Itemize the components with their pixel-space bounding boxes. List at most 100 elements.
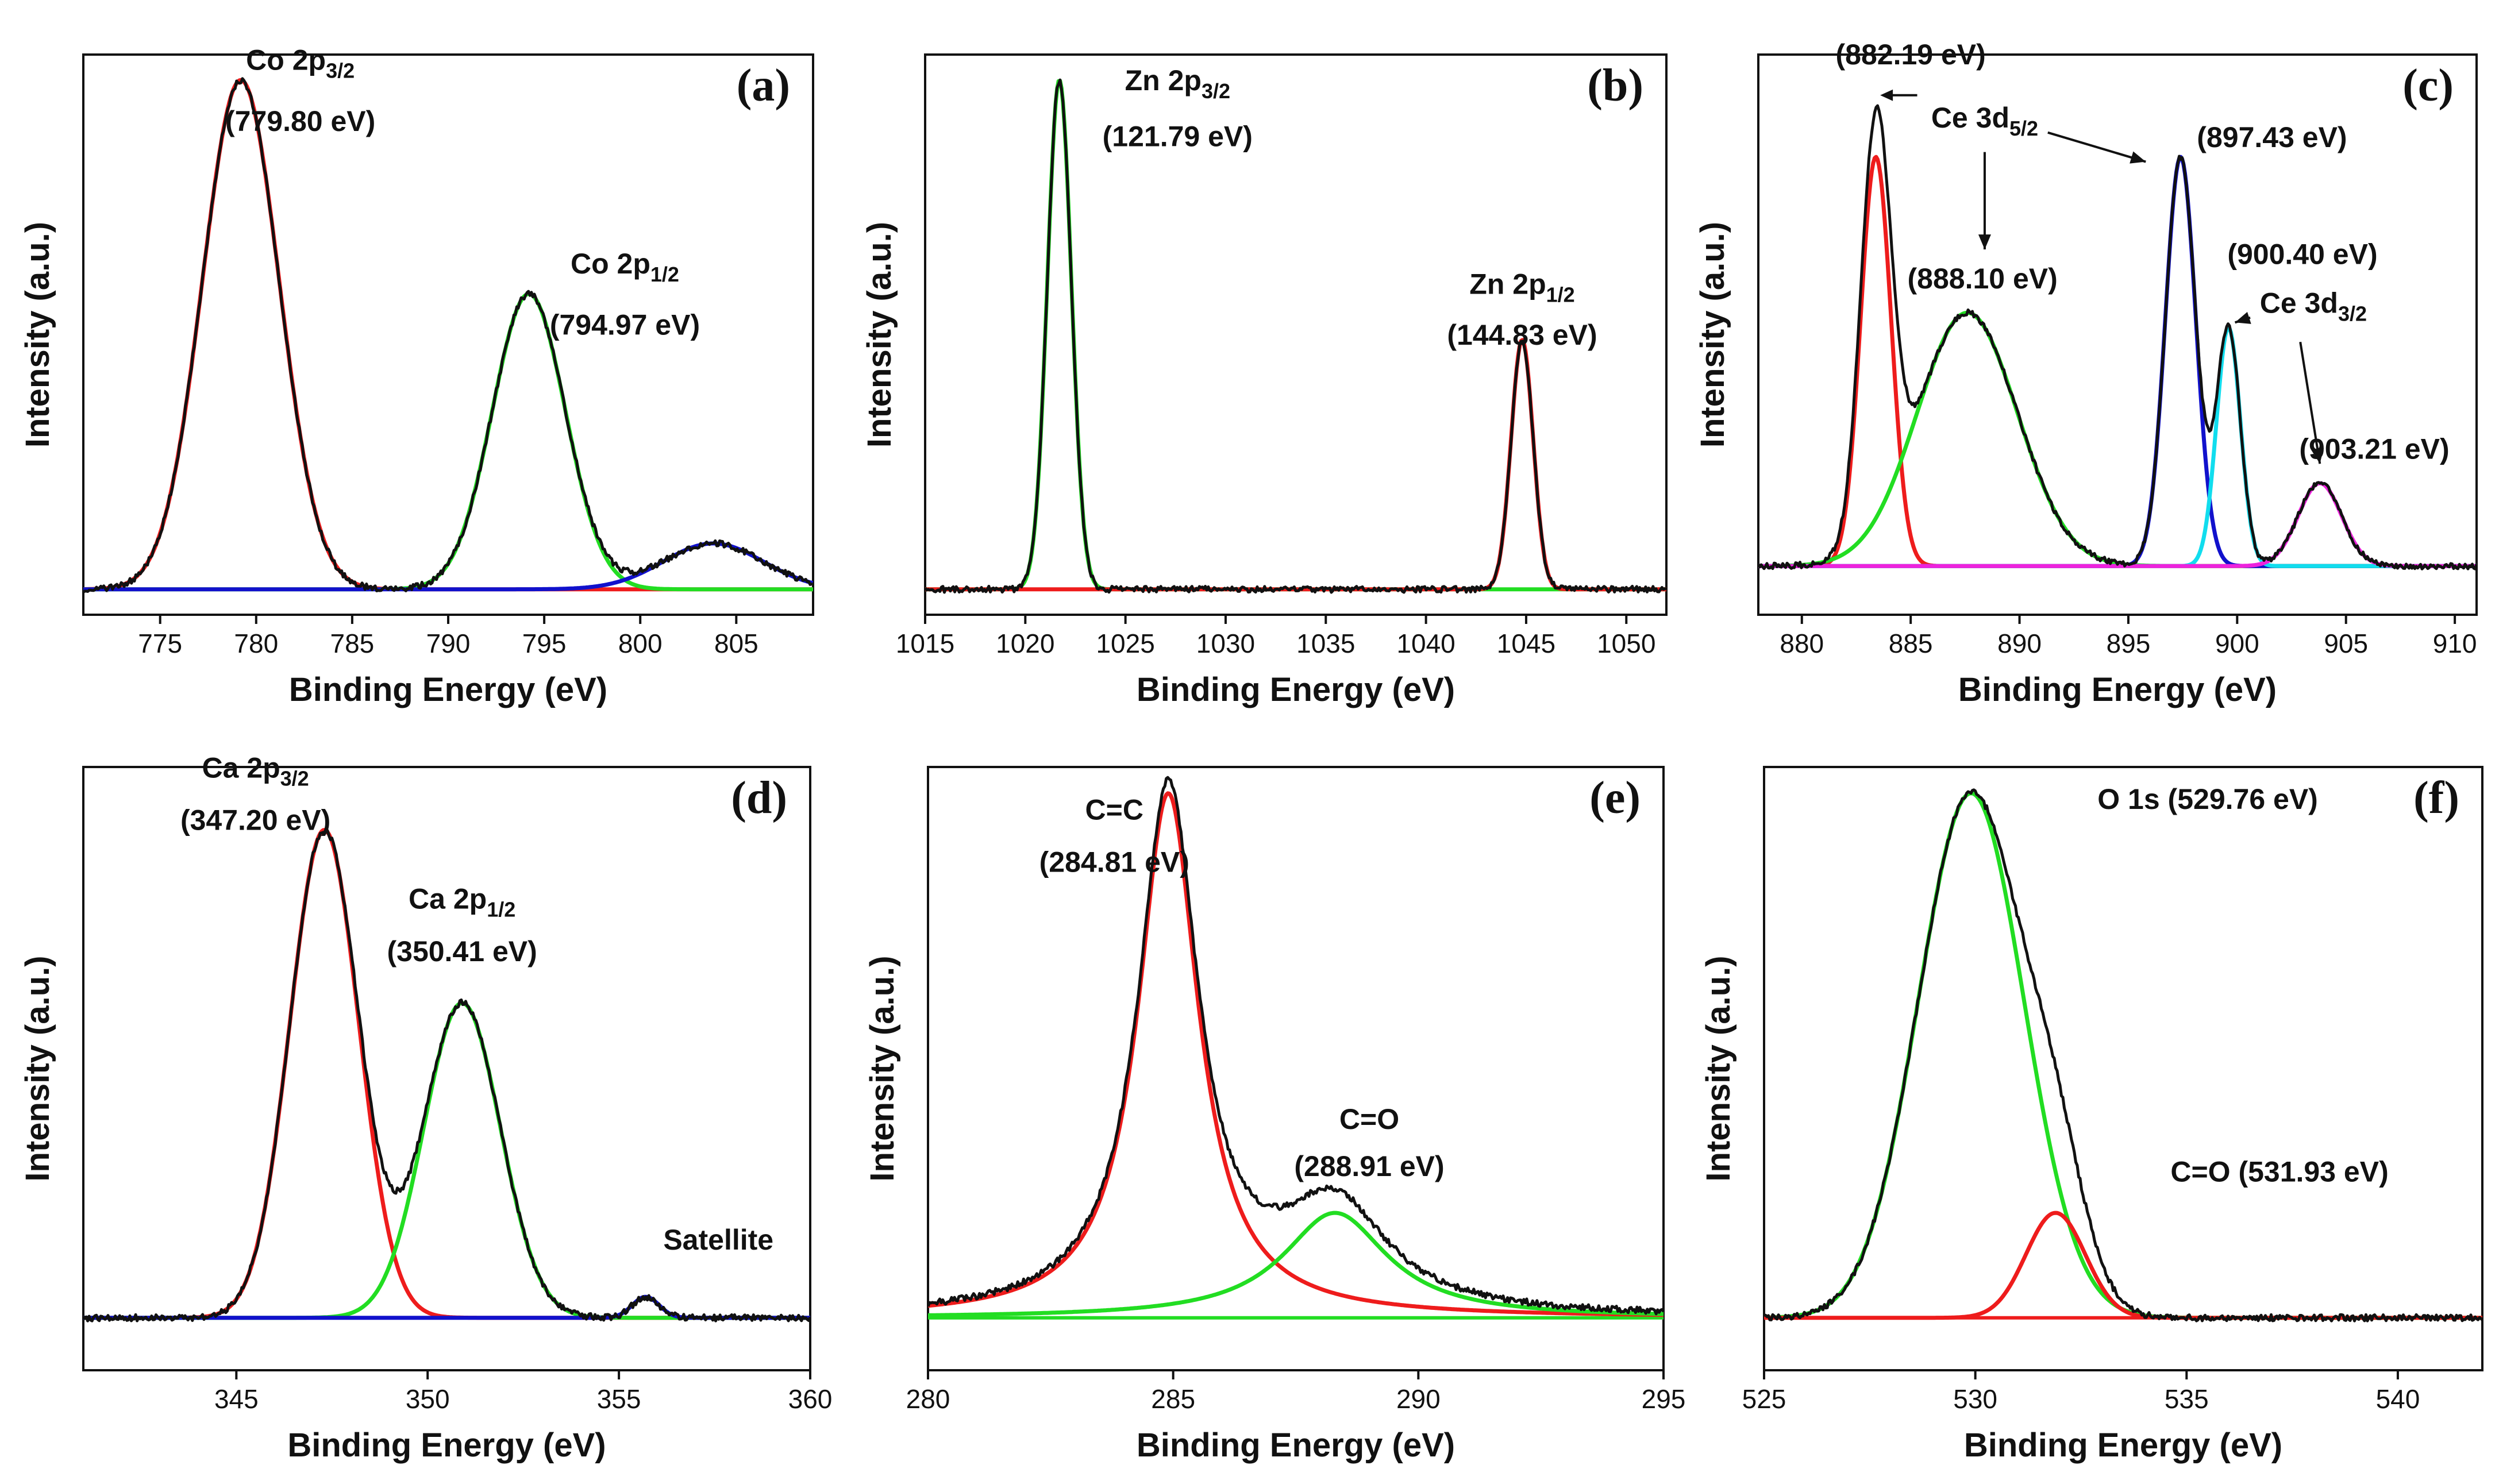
x-tick-label: 905 [2324,629,2368,658]
arrow-head [2130,151,2146,164]
panel-d: 345 350 355 360 Binding Energy (eV) Intensity… [19,751,832,1464]
plot-frame [924,53,1668,616]
panel-letter: (a) [737,60,790,111]
experimental-spectrum [928,776,1664,1316]
peak-annotation: Ca 2p1/2 [409,883,515,922]
x-axis-title: Binding Energy (eV) [1137,671,1455,708]
y-axis-title: Intensity (a.u.) [1694,222,1731,448]
y-axis-title: Intensity (a.u.) [19,222,56,448]
x-tick-label: 1045 [1497,629,1555,658]
peak-annotation: (347.20 eV) [180,804,330,837]
plot-frame [82,53,814,616]
x-tick-label: 775 [138,629,182,658]
x-axis-title: Binding Energy (eV) [1958,671,2277,708]
y-axis-title: Intensity (a.u.) [864,955,901,1181]
peak-annotation: (882.19 eV) [1836,38,1986,71]
x-tick-label: 1015 [896,629,954,658]
fit-peak-red [83,78,813,592]
experimental-spectrum [925,78,1666,594]
peak-annotation: (900.40 eV) [2227,238,2377,271]
panel-letter: (d) [731,773,787,823]
x-tick-label: 530 [1953,1384,1997,1414]
plot-area [925,78,1666,594]
x-tick-label: 890 [1997,629,2042,658]
plot-area [1764,788,2482,1323]
peak-annotation: Satellite [663,1224,773,1256]
panel-a: 775 780 785 790 795 800 805 Binding Energy (eV)… [19,44,814,708]
fit-peak-red [925,338,1666,592]
x-tick-label: 900 [2215,629,2259,658]
x-tick-label: 780 [234,629,278,658]
annotation-arrow [2047,131,2146,163]
x-tick-label: 295 [1642,1384,1686,1414]
peak-annotation: (888.10 eV) [1908,263,2058,295]
peak-annotation: (897.43 eV) [2197,121,2347,153]
fit-peak-green [1764,791,2482,1320]
x-tick-label: 880 [1780,629,1824,658]
arrow-head [1880,89,1893,101]
experimental-spectrum [1764,788,2482,1323]
peak-annotation: (144.83 eV) [1447,319,1597,351]
plot-frame [927,766,1665,1371]
plot-area [83,77,813,593]
x-tick-label: 535 [2165,1384,2209,1414]
annotation-arrow [2299,341,2321,464]
peak-annotation: Ca 2p3/2 [202,751,309,790]
peak-annotation: Co 2p3/2 [246,44,355,83]
plot-frame [1757,53,2478,616]
arrow-head [1978,234,1991,250]
peak-annotation: (779.80 eV) [225,105,375,137]
x-tick-label: 525 [1742,1384,1786,1414]
x-tick-label: 1040 [1396,629,1455,658]
peak-annotation: C=C [1085,793,1143,826]
panel-b: 1015 1020 1025 1030 1035 1040 1045 1050 Binding … [861,53,1668,708]
panel-letter: (c) [2402,60,2454,111]
x-tick-label: 800 [618,629,663,658]
fit-peak-red [928,791,1664,1317]
peak-annotation: (350.41 eV) [387,935,537,968]
x-axis-title: Binding Energy (eV) [289,671,607,708]
x-tick-label: 805 [714,629,758,658]
fit-peak-blue [83,1294,810,1320]
x-tick-label: 1025 [1096,629,1154,658]
panel-letter: (b) [1587,60,1643,111]
peak-annotation: Ce 3d5/2 [1931,102,2038,140]
experimental-spectrum [83,827,810,1323]
x-axis-title: Binding Energy (eV) [1137,1427,1455,1464]
x-tick-label: 1020 [996,629,1054,658]
arrow-head [2235,311,2251,324]
experimental-spectrum [83,77,813,593]
x-tick-label: 360 [788,1384,833,1414]
peak-annotation: (903.21 eV) [2299,433,2449,465]
panel-letter: (e) [1589,773,1641,823]
plot-frame [1763,766,2483,1371]
x-tick-label: 285 [1151,1384,1195,1414]
fit-peak-green [928,1211,1664,1317]
x-tick-label: 910 [2433,629,2477,658]
panel-c: 880 885 890 895 900 905 910 Binding Energy (eV)… [1694,38,2478,708]
x-tick-label: 790 [426,629,471,658]
x-tick-label: 885 [1889,629,1933,658]
y-axis-title: Intensity (a.u.) [19,955,56,1181]
x-tick-label: 280 [906,1384,950,1414]
peak-annotation: (794.97 eV) [550,309,700,341]
x-tick-label: 345 [214,1384,259,1414]
x-axis-title: Binding Energy (eV) [1964,1427,2282,1464]
x-tick-label: 540 [2376,1384,2420,1414]
fit-peak-magenta [1758,481,2477,568]
x-tick-label: 1050 [1597,629,1655,658]
experimental-spectrum [1758,104,2477,571]
peak-annotation: Co 2p1/2 [571,248,679,286]
x-tick-label: 785 [330,629,375,658]
peak-annotation: C=O [1339,1103,1399,1135]
fit-peak-green [83,1001,810,1320]
x-tick-label: 290 [1396,1384,1441,1414]
arrow-head [2311,448,2324,464]
x-tick-label: 1030 [1196,629,1255,658]
panel-letter: (f) [2413,773,2459,823]
y-axis-title: Intensity (a.u.) [1700,955,1737,1181]
peak-annotation: C=O (531.93 eV) [2170,1155,2388,1188]
x-tick-label: 355 [597,1384,641,1414]
x-tick-label: 895 [2107,629,2151,658]
